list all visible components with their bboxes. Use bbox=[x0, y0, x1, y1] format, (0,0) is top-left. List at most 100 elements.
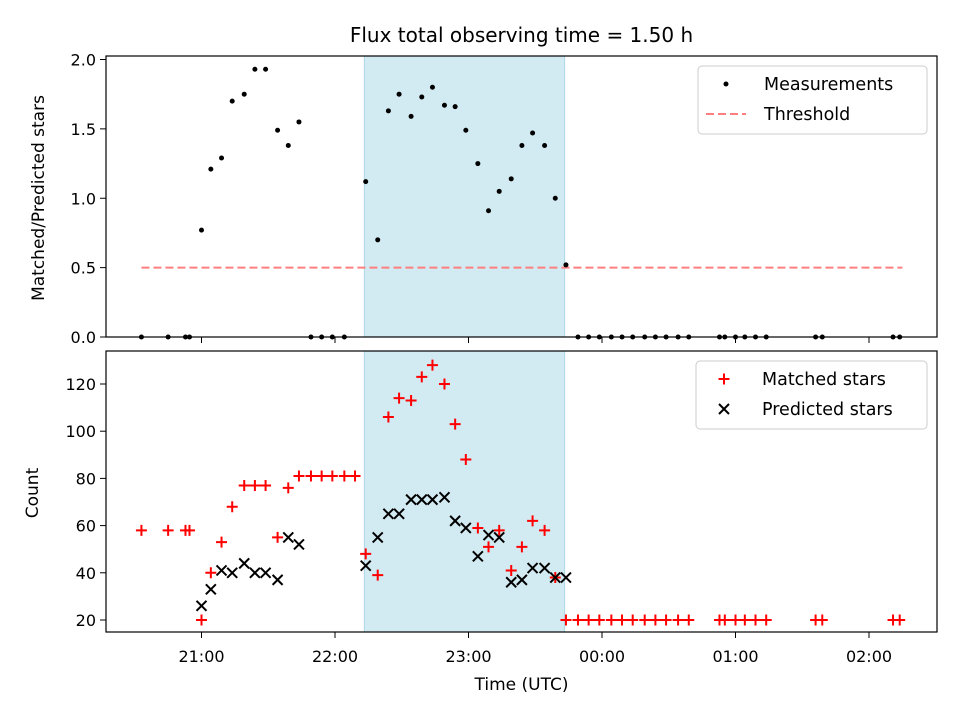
predicted-star-marker bbox=[215, 564, 228, 577]
bottom-legend: Matched stars Predicted stars bbox=[695, 360, 928, 430]
matched-star-marker bbox=[326, 470, 338, 482]
matched-star-marker bbox=[760, 614, 772, 626]
matched-star-marker bbox=[672, 614, 684, 626]
measurement-point bbox=[252, 66, 258, 72]
measurement-point bbox=[241, 91, 247, 97]
measurement-point bbox=[375, 237, 381, 243]
matched-star-marker bbox=[583, 614, 595, 626]
matched-star-marker bbox=[527, 515, 539, 527]
predicted-star-marker bbox=[293, 538, 305, 551]
matched-star-marker bbox=[238, 479, 250, 491]
matched-star-marker bbox=[260, 479, 272, 491]
matched-star-marker bbox=[393, 392, 405, 404]
predicted-star-marker bbox=[560, 571, 572, 584]
measurement-point bbox=[296, 119, 302, 125]
matched-star-marker bbox=[196, 614, 207, 626]
predicted-star-marker bbox=[449, 515, 461, 527]
matched-star-marker bbox=[683, 614, 695, 626]
measurement-point bbox=[408, 113, 414, 119]
matched-star-marker bbox=[472, 522, 484, 534]
matched-star-marker bbox=[719, 614, 731, 626]
matched-star-marker bbox=[593, 614, 605, 626]
x-tick-label: 21:00 bbox=[178, 647, 224, 666]
measurement-point bbox=[452, 104, 458, 110]
predicted-star-marker bbox=[482, 529, 495, 541]
matched-star-marker bbox=[316, 470, 328, 482]
predicted-star-marker bbox=[472, 550, 484, 562]
matched-star-marker bbox=[338, 470, 350, 482]
bottom-y-tick-label: 60 bbox=[76, 517, 96, 536]
matched-star-marker bbox=[660, 614, 672, 626]
legend-plus-icon bbox=[718, 373, 730, 385]
x-tick-label: 01:00 bbox=[712, 647, 758, 666]
matched-star-marker bbox=[272, 531, 284, 543]
predicted-star-marker bbox=[549, 571, 561, 584]
x-tick-label: 22:00 bbox=[312, 647, 358, 666]
measurement-point bbox=[396, 91, 402, 97]
legend-label: Matched stars bbox=[762, 370, 886, 390]
matched-star-marker bbox=[372, 569, 384, 581]
bottom-y-tick-label: 100 bbox=[65, 422, 96, 441]
predicted-star-marker bbox=[416, 493, 428, 506]
predicted-star-marker bbox=[238, 557, 250, 570]
matched-star-marker bbox=[894, 614, 906, 626]
matched-star-marker bbox=[560, 614, 572, 626]
measurement-point bbox=[563, 262, 569, 268]
measurement-point bbox=[552, 195, 558, 201]
bottom-y-tick-label: 20 bbox=[76, 611, 96, 630]
predicted-star-marker bbox=[393, 508, 405, 520]
measurement-point bbox=[219, 155, 225, 161]
matched-star-marker bbox=[438, 378, 450, 390]
matched-star-marker bbox=[539, 524, 551, 536]
count-panel: 20 40 60 80 100 120 21:00 22:00 23:00 00:00 01:00 0… bbox=[65, 350, 938, 666]
x-axis-label: Time (UTC) bbox=[474, 675, 569, 695]
predicted-star-marker bbox=[226, 567, 238, 579]
predicted-star-marker bbox=[359, 560, 372, 572]
x-tick-label: 02:00 bbox=[846, 647, 892, 666]
predicted-star-marker bbox=[249, 567, 261, 579]
measurement-point bbox=[363, 179, 369, 185]
matched-star-marker bbox=[460, 454, 472, 466]
matched-star-marker bbox=[739, 614, 751, 626]
predicted-star-marker bbox=[516, 574, 528, 586]
matched-star-marker bbox=[649, 614, 661, 626]
measurement-point bbox=[419, 94, 425, 100]
bottom-legend-box bbox=[695, 360, 928, 430]
predicted-star-marker bbox=[493, 531, 505, 544]
measurement-point bbox=[475, 161, 481, 167]
matched-star-marker bbox=[639, 614, 651, 626]
predicted-star-marker bbox=[382, 508, 395, 520]
matched-star-marker bbox=[750, 614, 762, 626]
legend-x-icon bbox=[718, 403, 730, 415]
matched-star-marker bbox=[382, 411, 394, 423]
measurement-point bbox=[229, 98, 235, 104]
top-y-tick-label: 0.0 bbox=[71, 328, 96, 347]
bottom-axes-frame bbox=[105, 350, 938, 633]
matched-star-marker bbox=[305, 470, 317, 482]
measurement-point bbox=[385, 108, 391, 114]
top-y-tick-label: 1.0 bbox=[71, 189, 96, 208]
bottom-y-tick-label: 120 bbox=[65, 375, 96, 394]
top-legend: Measurements Threshold bbox=[697, 65, 928, 135]
x-tick-label: 23:00 bbox=[445, 647, 491, 666]
measurement-point bbox=[530, 130, 536, 136]
measurement-point bbox=[208, 166, 214, 172]
top-axes-frame bbox=[105, 55, 938, 338]
ratio-panel: 0.0 0.5 1.0 1.5 2.0 Measurements Threshold bbox=[71, 51, 938, 347]
predicted-star-marker bbox=[282, 531, 294, 544]
top-y-axis-label: Matched/Predicted stars bbox=[29, 95, 49, 301]
measurement-point bbox=[542, 143, 548, 149]
top-y-tick-label: 2.0 bbox=[71, 51, 96, 70]
measurement-point bbox=[263, 66, 269, 72]
top-y-tick-label: 1.5 bbox=[71, 120, 96, 139]
legend-label: Predicted stars bbox=[762, 400, 893, 420]
predicted-star-marker bbox=[259, 567, 272, 579]
matched-star-marker bbox=[249, 479, 261, 491]
measurement-point bbox=[508, 176, 514, 182]
measurement-point bbox=[519, 143, 525, 149]
matched-star-marker bbox=[627, 614, 639, 626]
measurement-point bbox=[496, 188, 502, 194]
measurement-point bbox=[275, 127, 281, 133]
predicted-star-marker bbox=[505, 576, 517, 588]
